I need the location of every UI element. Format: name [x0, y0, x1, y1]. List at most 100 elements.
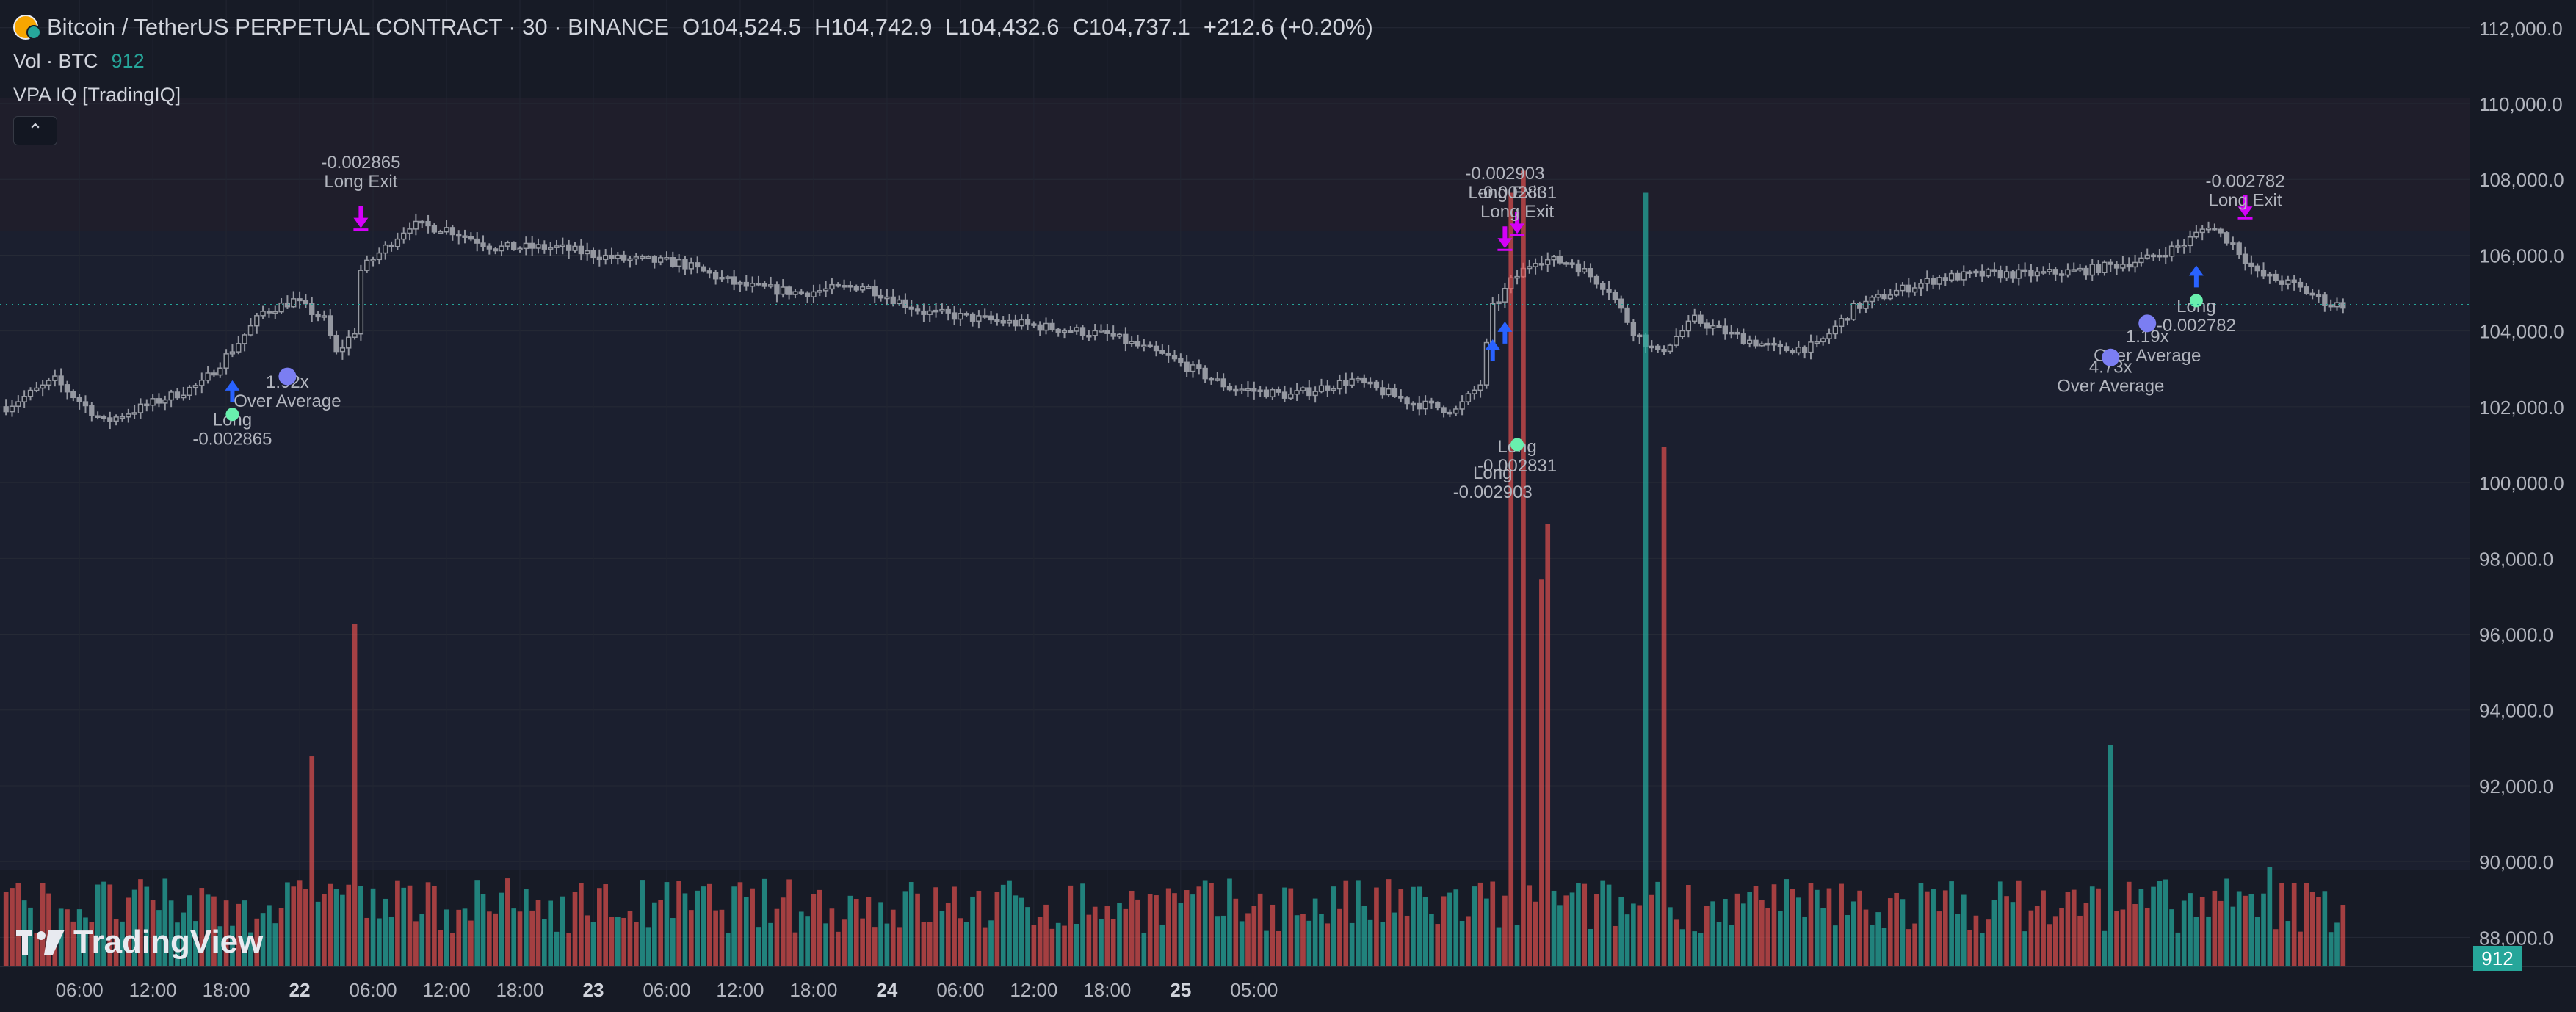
- volume-bar: [89, 922, 95, 966]
- volume-bar: [1508, 192, 1514, 966]
- volume-bar: [1184, 890, 1190, 966]
- candle-body: [676, 259, 682, 267]
- candle-body: [425, 220, 431, 227]
- time-axis-label: 06:00: [56, 979, 104, 1001]
- candle-body: [1294, 390, 1300, 395]
- candle-body: [554, 245, 560, 248]
- close-label: C: [1072, 14, 1089, 40]
- volume-bar: [1881, 928, 1887, 966]
- bitcoin-icon: [13, 15, 41, 40]
- candle-body: [1942, 277, 1948, 281]
- candle-body: [1801, 347, 1808, 353]
- volume-bar: [908, 882, 914, 966]
- indicator-legend[interactable]: VPA IQ [TradingIQ]: [13, 78, 1373, 112]
- candle-body: [1900, 284, 1906, 292]
- candle-body: [504, 242, 511, 247]
- candle-body: [266, 311, 272, 314]
- volume-bar: [627, 911, 633, 966]
- volume-bar: [1790, 889, 1795, 966]
- annotation-line2: Long Exit: [324, 172, 397, 192]
- volume-bar: [1092, 906, 1098, 966]
- price-axis-label: 98,000.0: [2479, 548, 2553, 570]
- volume-bar: [2022, 931, 2027, 966]
- chart-legend: Bitcoin / TetherUS PERPETUAL CONTRACT · …: [13, 10, 1373, 112]
- volume-bar: [1875, 912, 1881, 966]
- candle-body: [1300, 387, 1306, 391]
- volume-bar: [1839, 883, 1844, 966]
- volume-bar: [1404, 915, 1410, 966]
- time-axis-label: 12:00: [129, 979, 177, 1001]
- volume-legend[interactable]: Vol · BTC 912: [13, 44, 1373, 78]
- collapse-legend-button[interactable]: ⌃: [13, 116, 57, 145]
- candle-body: [2236, 242, 2242, 255]
- candle-body: [2248, 262, 2254, 267]
- candle-body: [2279, 280, 2285, 285]
- volume-bar: [1392, 912, 1397, 966]
- candle-body: [529, 242, 535, 249]
- volume-bar: [878, 902, 883, 966]
- volume-bar: [120, 921, 125, 966]
- candle-body: [921, 310, 927, 315]
- candle-body: [303, 300, 309, 305]
- candle-body: [1795, 347, 1801, 354]
- volume-bar: [621, 917, 626, 966]
- volume-bar: [927, 922, 933, 966]
- candle-body: [1239, 388, 1245, 391]
- volume-bar: [1068, 885, 1074, 966]
- candle-body: [651, 256, 657, 263]
- volume-bar: [1264, 930, 1269, 966]
- volume-bar: [798, 911, 804, 966]
- candle-body: [1845, 318, 1850, 321]
- candle-body: [914, 308, 921, 312]
- candle-body: [2095, 264, 2102, 273]
- candle-body: [2230, 242, 2236, 245]
- candle-body: [1171, 355, 1178, 360]
- watermark-text: TradingView: [73, 924, 264, 960]
- price-axis-label: 88,000.0: [2479, 927, 2553, 949]
- candle-body: [2224, 232, 2230, 244]
- volume-bar: [10, 888, 15, 966]
- candle-body: [1331, 388, 1336, 391]
- volume-bar: [890, 909, 896, 966]
- candle-body: [499, 245, 504, 252]
- volume-bar: [1814, 889, 1820, 966]
- volume-bar: [487, 911, 492, 966]
- candle-body: [413, 220, 419, 230]
- candle-body: [260, 311, 266, 317]
- volume-bar: [615, 917, 621, 966]
- candle-body: [76, 397, 82, 402]
- candle-body: [1141, 344, 1147, 347]
- candle-body: [1447, 411, 1453, 415]
- price-axis-label: 92,000.0: [2479, 776, 2553, 798]
- volume-bar: [236, 903, 242, 966]
- candle-body: [1477, 384, 1483, 391]
- candle-body: [1734, 331, 1740, 335]
- volume-bar: [248, 932, 253, 966]
- volume-bar: [1637, 905, 1643, 966]
- volume-bar: [743, 897, 749, 966]
- candle-body: [719, 276, 725, 280]
- candle-body: [1496, 301, 1502, 305]
- candle-body: [1116, 333, 1123, 337]
- exit-arrow-icon: [2237, 195, 2253, 217]
- candle-body: [535, 244, 541, 249]
- volume-bar: [2120, 909, 2126, 966]
- tradingview-watermark[interactable]: TradingView: [16, 924, 263, 961]
- volume-bar: [945, 902, 951, 966]
- candle-body: [1740, 333, 1747, 344]
- volume-bar: [682, 893, 688, 966]
- volume-bar: [272, 923, 278, 966]
- annotation-line2: Long Exit: [1480, 202, 1554, 222]
- volume-bar: [2181, 900, 2187, 966]
- volume-bar: [1447, 892, 1452, 966]
- volume-bar: [1668, 907, 1673, 966]
- volume-bar: [811, 894, 817, 966]
- candle-body: [1410, 402, 1417, 406]
- candle-body: [150, 398, 156, 406]
- volume-bar: [976, 890, 982, 966]
- candle-body: [1729, 331, 1734, 335]
- candle-body: [1838, 318, 1845, 328]
- symbol-legend[interactable]: Bitcoin / TetherUS PERPETUAL CONTRACT · …: [13, 10, 1373, 44]
